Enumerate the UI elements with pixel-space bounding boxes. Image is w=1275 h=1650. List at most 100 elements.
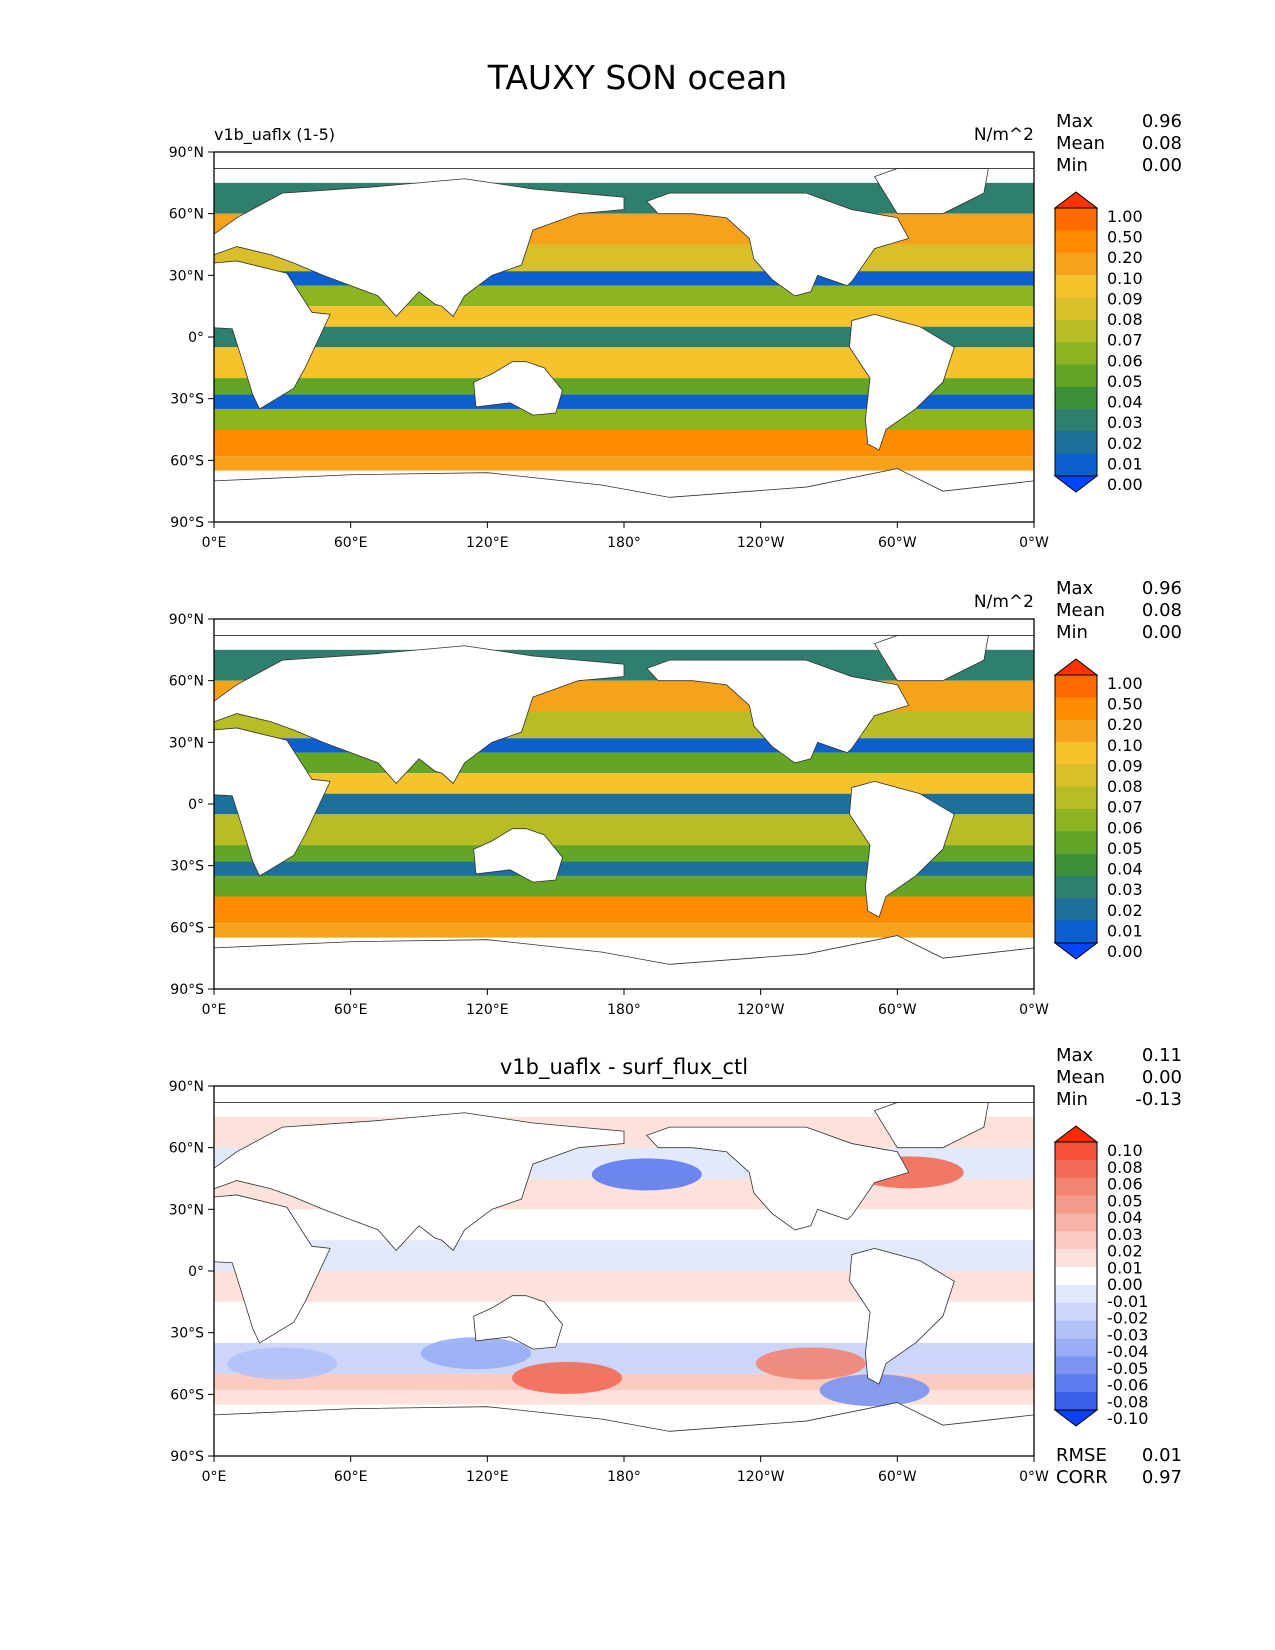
colorbar-label: 0.02 <box>1107 434 1143 453</box>
y-tick-label: 60°S <box>170 453 204 469</box>
colorbar-label: 0.08 <box>1107 777 1143 796</box>
colorbar-segment <box>1055 364 1097 388</box>
land-outline <box>849 1247 955 1385</box>
y-tick-label: 30°S <box>170 859 204 875</box>
colorbar-label: 0.06 <box>1107 351 1143 370</box>
colorbar-frame <box>1054 207 1098 477</box>
colorbar-label: -0.03 <box>1107 1325 1148 1344</box>
zonal-band <box>214 896 1034 924</box>
colorbar-segment <box>1055 1356 1097 1375</box>
y-tick-label: 60°N <box>169 207 204 223</box>
colorbar-segment <box>1055 297 1097 321</box>
land-outline <box>214 468 1034 522</box>
zonal-band <box>214 923 1034 938</box>
colorbar-extend-top <box>1053 191 1099 209</box>
y-tick-label: 0° <box>188 797 204 813</box>
zonal-band <box>214 429 1034 457</box>
x-tick-label: 180° <box>607 1469 641 1485</box>
map-panel-1: 0°E 60°E 120°E 180° 120°W 60°W 0°W 90°N 60°N 30°N… <box>169 111 1182 551</box>
colorbar-segment <box>1055 1231 1097 1250</box>
bottom-stat-value: 0.01 <box>1142 1445 1182 1466</box>
colorbar-label: 0.00 <box>1107 942 1143 961</box>
colorbar-label: 0.09 <box>1107 289 1143 308</box>
zonal-band <box>214 456 1034 471</box>
x-tick-label: 120°W <box>737 1002 785 1018</box>
colorbar-segment <box>1055 920 1097 944</box>
land-outline <box>473 1295 563 1350</box>
bottom-stat-label: RMSE <box>1056 1445 1107 1466</box>
colorbar: 0.100.080.060.050.040.030.020.010.00-0.0… <box>1053 1125 1148 1428</box>
colorbar-segment <box>1055 275 1097 298</box>
y-tick-label: 90°S <box>170 982 204 998</box>
y-tick-label: 30°N <box>169 1202 204 1218</box>
colorbar-frame <box>1054 1141 1098 1411</box>
x-tick-label: 60°W <box>878 1469 917 1485</box>
colorbar-label: 0.00 <box>1107 475 1143 494</box>
y-tick-label: 90°N <box>169 612 204 628</box>
colorbar: 1.00 0.500.20 0.100.09 0.08 0.070.06 0.05 0.04… <box>1053 658 1143 961</box>
colorbar-segment <box>1055 697 1097 721</box>
colorbar-label: -0.10 <box>1107 1409 1148 1428</box>
colorbar-label: 0.50 <box>1107 228 1143 247</box>
x-tick-label: 120°W <box>737 535 785 551</box>
colorbar-extend-bottom <box>1053 942 1099 960</box>
y-tick-label: 60°S <box>170 920 204 936</box>
colorbar-label: 0.08 <box>1107 1158 1143 1177</box>
stat-label: Max <box>1056 1045 1094 1066</box>
colorbar-extend-bottom <box>1053 1409 1099 1427</box>
bottom-stat-value: 0.97 <box>1142 1467 1182 1488</box>
colorbar-segment <box>1055 809 1097 832</box>
colorbar-label: 0.09 <box>1107 756 1143 775</box>
anomaly-patch <box>755 1347 866 1380</box>
colorbar-segment <box>1055 409 1097 432</box>
colorbar-label: 0.04 <box>1107 860 1143 879</box>
land-outline <box>214 1112 625 1252</box>
colorbar-extend-top <box>1053 658 1099 676</box>
colorbar-segment <box>1055 876 1097 899</box>
stat-label: Mean <box>1056 1067 1105 1088</box>
colorbar-segment <box>1055 230 1097 254</box>
colorbar-label: 0.04 <box>1107 1208 1143 1227</box>
colorbar-label: 0.06 <box>1107 818 1143 837</box>
colorbar-segment <box>1055 742 1097 765</box>
colorbar-segment <box>1055 764 1097 788</box>
colorbar-label: 1.00 <box>1107 207 1143 226</box>
stat-value: 0.96 <box>1142 578 1182 599</box>
y-tick-label: 30°S <box>170 392 204 408</box>
land-outline <box>849 780 955 918</box>
colorbar-segment <box>1055 386 1097 410</box>
y-tick-label: 90°N <box>169 145 204 161</box>
x-tick-label: 0°E <box>202 1469 227 1485</box>
anomaly-patch <box>512 1361 623 1394</box>
data-field <box>214 152 1034 522</box>
zonal-band <box>214 306 1034 327</box>
y-tick-label: 30°N <box>169 735 204 751</box>
land-outline <box>646 192 910 297</box>
zonal-band <box>214 326 1034 348</box>
anomaly-patch <box>819 1374 930 1407</box>
colorbar-segment <box>1055 786 1097 810</box>
stat-value: 0.00 <box>1142 622 1182 643</box>
colorbar-segment <box>1055 719 1097 743</box>
colorbar-segment <box>1055 831 1097 855</box>
zonal-band <box>214 394 1034 409</box>
zonal-band <box>214 861 1034 876</box>
zonal-band <box>214 793 1034 815</box>
y-tick-label: 0° <box>188 1264 204 1280</box>
stat-value: -0.13 <box>1135 1089 1182 1110</box>
zonal-band <box>214 773 1034 794</box>
colorbar-label: 0.20 <box>1107 248 1143 267</box>
figure-title: TAUXY SON ocean <box>487 58 788 97</box>
colorbar-segment <box>1055 1213 1097 1232</box>
y-tick-label: 90°S <box>170 515 204 531</box>
colorbar-label: 0.07 <box>1107 331 1143 350</box>
zonal-band <box>214 285 1034 307</box>
panel-center-title: v1b_uaflx - surf_flux_ctl <box>500 1055 748 1080</box>
stat-label: Min <box>1056 1089 1088 1110</box>
stat-value: 0.96 <box>1142 111 1182 132</box>
land-outline <box>214 152 1034 169</box>
colorbar-segment <box>1055 1284 1097 1304</box>
land-outline <box>214 1194 331 1344</box>
stat-label: Mean <box>1056 600 1105 621</box>
map-panel-2: 0°E 60°E 120°E 180° 120°W 60°W 0°W 90°N 60°N 30°N… <box>169 578 1182 1018</box>
